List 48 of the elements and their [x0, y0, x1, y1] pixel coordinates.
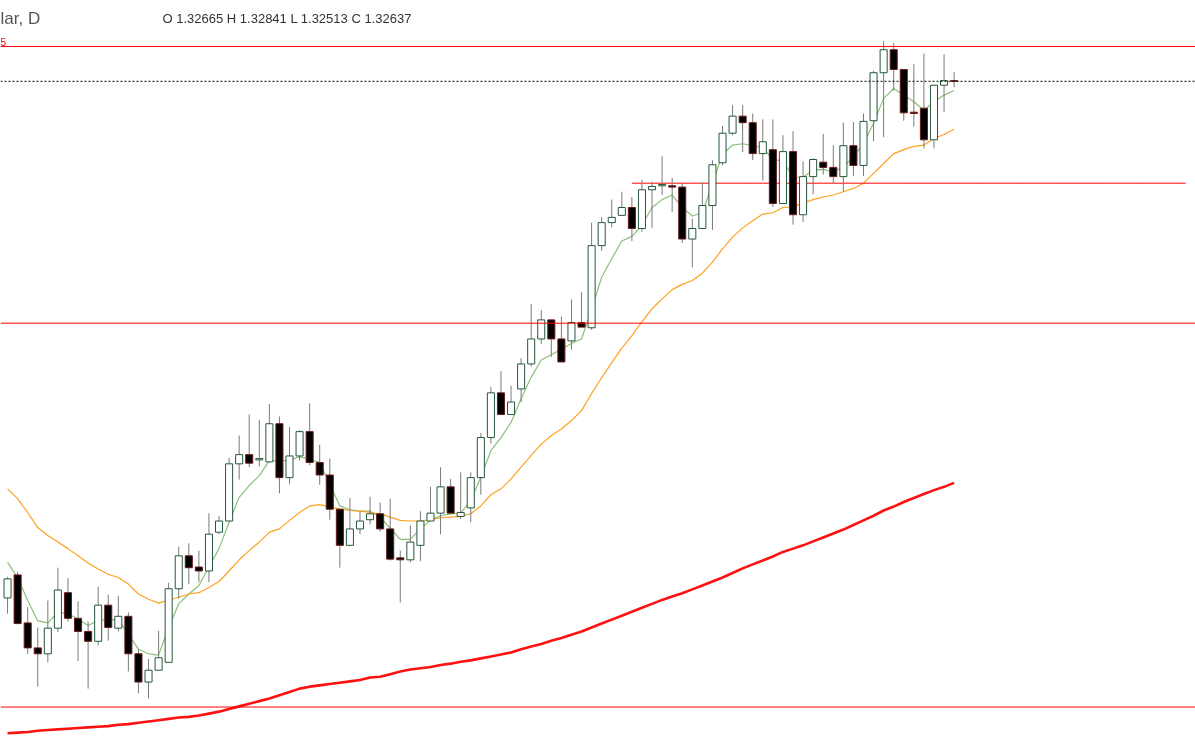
chart-subtitle: O 1.32665 H 1.32841 L 1.32513 C 1.32637	[162, 11, 412, 26]
candlestick	[879, 40, 888, 138]
candlestick	[819, 133, 828, 176]
candlestick	[557, 316, 566, 363]
candlestick	[627, 196, 636, 242]
candlestick	[184, 542, 193, 585]
candlestick	[809, 157, 818, 195]
candlestick	[940, 53, 949, 113]
candlestick	[194, 550, 203, 583]
candlestick	[114, 595, 123, 632]
candlestick	[366, 496, 375, 525]
candlestick	[607, 199, 616, 228]
candlestick	[355, 511, 365, 535]
candlestick	[456, 471, 465, 520]
candlestick	[285, 426, 294, 485]
candlestick	[376, 502, 385, 533]
candlestick	[597, 216, 606, 252]
candlestick	[255, 419, 264, 467]
candlestick	[104, 594, 113, 642]
candlestick	[758, 118, 767, 182]
annotation: 5	[0, 36, 7, 48]
candlestick	[345, 497, 354, 546]
candlestick	[648, 181, 657, 229]
candlestick	[426, 486, 435, 522]
candlestick	[829, 144, 838, 184]
candlestick	[728, 104, 737, 136]
candlestick	[617, 191, 626, 216]
candlestick	[849, 121, 858, 177]
candlestick	[738, 104, 747, 153]
candlestick	[74, 600, 83, 662]
candlestick	[688, 218, 697, 268]
chart-title: lar, D	[0, 9, 41, 28]
candlestick	[245, 414, 254, 468]
candlestick	[396, 550, 405, 604]
candlestick	[496, 370, 505, 416]
candlestick	[547, 319, 556, 358]
candlestick	[668, 177, 677, 213]
candlestick	[577, 291, 586, 328]
candlestick	[567, 299, 576, 350]
candlestick	[537, 309, 546, 345]
candlestick	[84, 621, 93, 690]
candlestick	[315, 444, 324, 486]
candlestick	[3, 576, 12, 615]
candlestick	[144, 658, 153, 699]
candlestick	[235, 435, 244, 481]
candlestick	[33, 627, 42, 688]
candlestick	[214, 515, 224, 535]
candlestick	[507, 385, 516, 416]
